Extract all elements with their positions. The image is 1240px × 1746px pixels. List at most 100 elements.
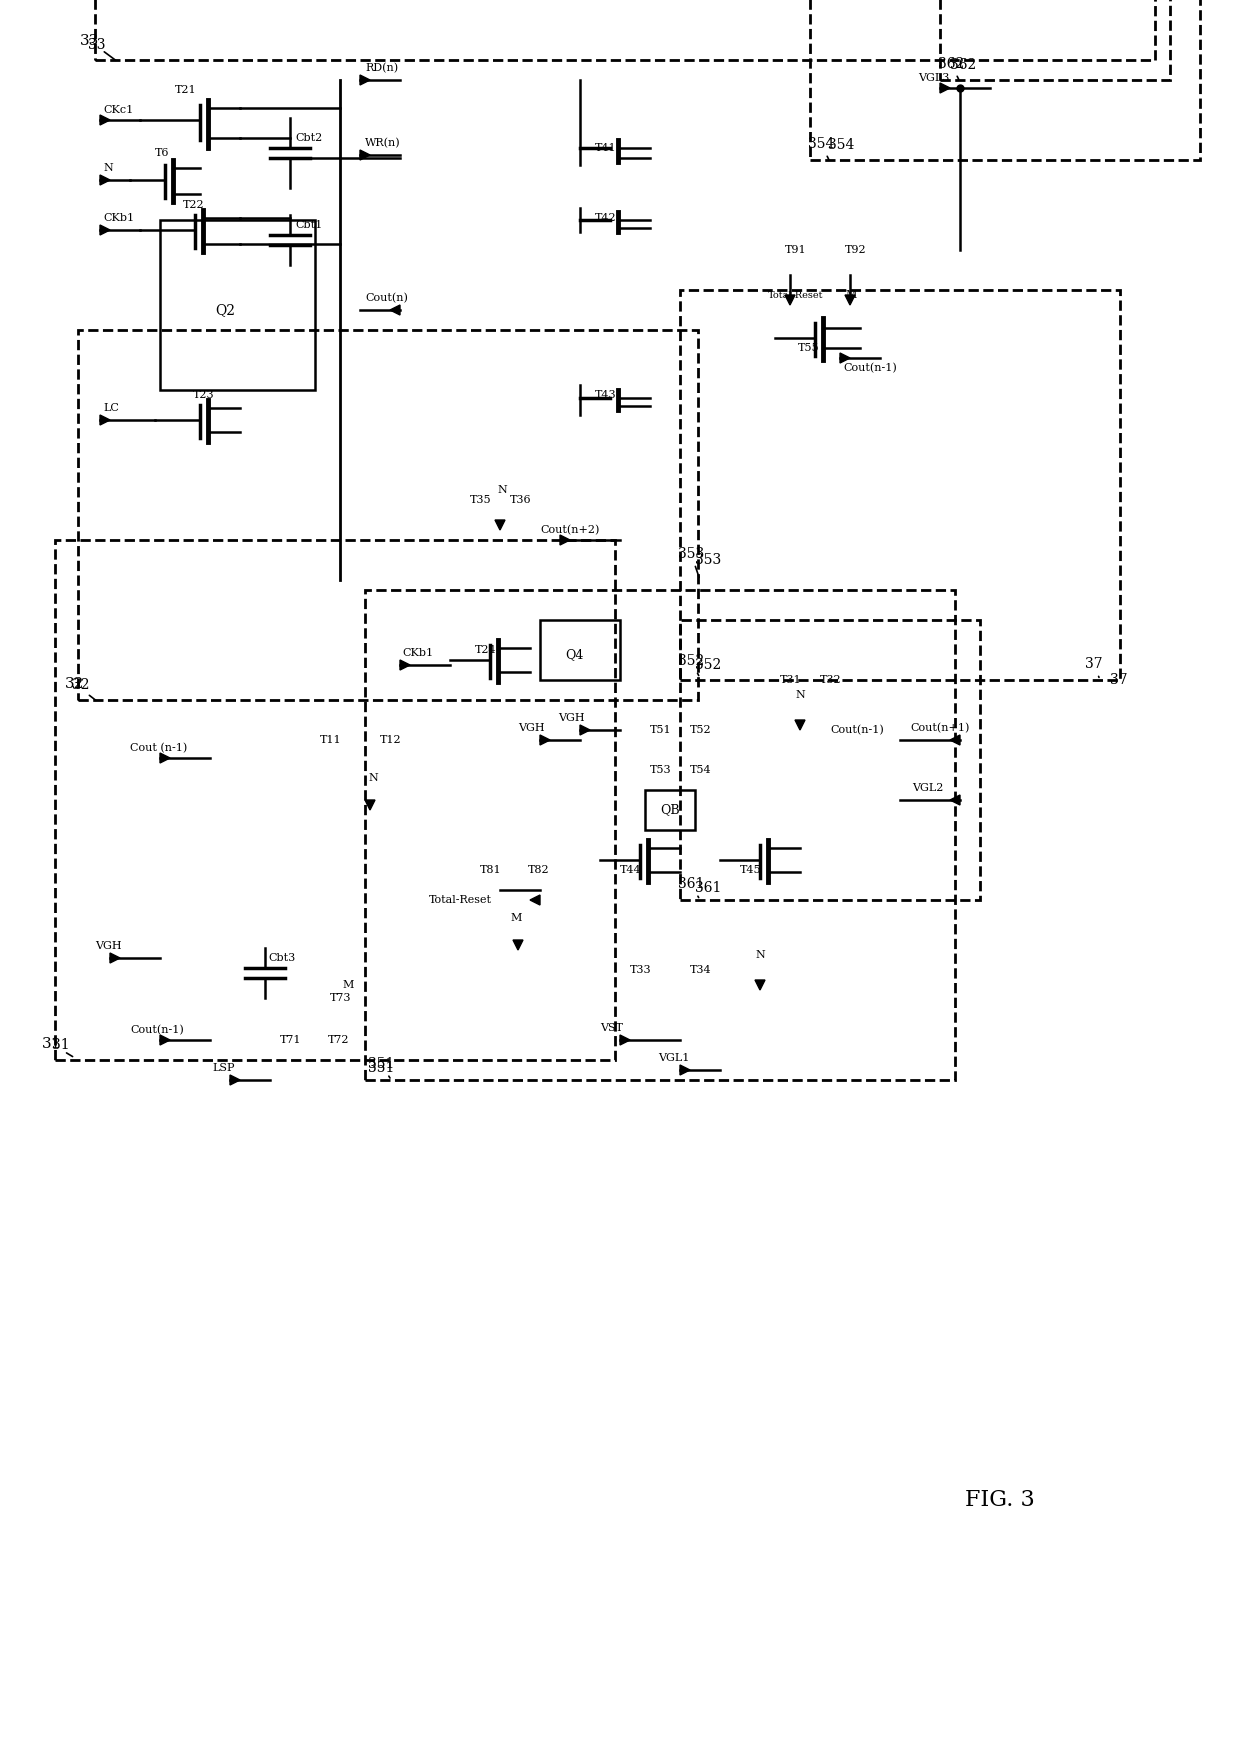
Polygon shape: [495, 520, 505, 531]
Text: 37: 37: [1110, 672, 1127, 686]
Text: Cout(n-1): Cout(n-1): [830, 725, 884, 735]
Text: T43: T43: [595, 389, 616, 400]
Text: T22: T22: [184, 201, 205, 210]
Text: 32: 32: [64, 677, 95, 700]
Bar: [680, 620, 980, 899]
Polygon shape: [580, 725, 590, 735]
Text: 33: 33: [88, 38, 105, 52]
Text: VGL1: VGL1: [658, 1053, 689, 1063]
Text: T21: T21: [175, 86, 197, 94]
Text: CKb1: CKb1: [103, 213, 134, 223]
Text: RD(n): RD(n): [365, 63, 398, 73]
Text: N: N: [103, 162, 113, 173]
Bar: [810, 0, 1200, 161]
Text: VGH: VGH: [95, 941, 122, 952]
Text: T6: T6: [155, 148, 170, 157]
Text: T51: T51: [650, 725, 672, 735]
Text: T31: T31: [780, 676, 801, 684]
Text: T55: T55: [799, 342, 820, 353]
Text: Cbt1: Cbt1: [295, 220, 322, 230]
Polygon shape: [620, 1035, 630, 1046]
Text: 354: 354: [808, 136, 835, 159]
Text: 361: 361: [678, 876, 704, 897]
Polygon shape: [539, 735, 551, 746]
Text: Cout(n-1): Cout(n-1): [843, 363, 897, 374]
Text: LC: LC: [103, 403, 119, 414]
Polygon shape: [755, 980, 765, 990]
Text: T41: T41: [595, 143, 616, 154]
Text: 353: 353: [678, 546, 704, 578]
Text: Total-Reset: Total-Reset: [429, 896, 492, 904]
Text: Q2: Q2: [215, 304, 236, 318]
Text: M: M: [510, 913, 521, 924]
Text: Cbt2: Cbt2: [295, 133, 322, 143]
Text: VGL3: VGL3: [918, 73, 950, 84]
Text: LSP: LSP: [212, 1063, 234, 1074]
Polygon shape: [100, 115, 110, 126]
Polygon shape: [360, 150, 370, 161]
Bar: [55, 540, 615, 1060]
Text: M: M: [844, 290, 857, 300]
Polygon shape: [680, 1065, 689, 1076]
Text: CKc1: CKc1: [103, 105, 133, 115]
Bar: [160, 220, 315, 389]
Text: 33: 33: [81, 33, 115, 61]
Bar: [539, 620, 620, 679]
Polygon shape: [160, 753, 170, 763]
Text: T71: T71: [280, 1035, 301, 1046]
Text: 351: 351: [368, 1062, 394, 1076]
Text: Cout(n+2): Cout(n+2): [539, 526, 599, 536]
Polygon shape: [160, 1035, 170, 1046]
Text: 32: 32: [72, 677, 89, 691]
Text: Cout(n+1): Cout(n+1): [910, 723, 970, 733]
Text: 353: 353: [694, 553, 722, 567]
Text: 361: 361: [694, 882, 722, 896]
Text: VST: VST: [600, 1023, 622, 1034]
Text: T81: T81: [480, 864, 502, 875]
Polygon shape: [795, 719, 805, 730]
Text: T34: T34: [689, 966, 712, 974]
Polygon shape: [110, 953, 120, 964]
Text: 37: 37: [1085, 656, 1102, 677]
Text: T92: T92: [844, 244, 867, 255]
Bar: [95, 0, 1154, 59]
Text: 31: 31: [52, 1039, 69, 1053]
Polygon shape: [844, 295, 856, 306]
Text: CKb1: CKb1: [402, 648, 433, 658]
Text: T32: T32: [820, 676, 842, 684]
Text: 31: 31: [42, 1037, 73, 1056]
Bar: [365, 590, 955, 1081]
Text: Cout(n): Cout(n): [365, 293, 408, 304]
Text: T53: T53: [650, 765, 672, 775]
Text: Cout(n-1): Cout(n-1): [130, 1025, 184, 1035]
Polygon shape: [529, 896, 539, 904]
Text: T52: T52: [689, 725, 712, 735]
Text: N: N: [795, 690, 805, 700]
Text: VGL2: VGL2: [911, 782, 944, 793]
Text: T33: T33: [630, 966, 652, 974]
Bar: [680, 290, 1120, 679]
Polygon shape: [839, 353, 849, 363]
Text: T45: T45: [740, 864, 761, 875]
Text: T11: T11: [320, 735, 342, 746]
Polygon shape: [391, 306, 401, 314]
Polygon shape: [365, 800, 374, 810]
Text: T44: T44: [620, 864, 641, 875]
Polygon shape: [100, 416, 110, 424]
Text: N: N: [368, 773, 378, 782]
Text: 352: 352: [678, 655, 704, 676]
Text: T54: T54: [689, 765, 712, 775]
Text: 354: 354: [828, 138, 854, 152]
Bar: [645, 789, 694, 829]
Text: 362: 362: [950, 58, 976, 72]
Text: T91: T91: [785, 244, 807, 255]
Text: M: M: [342, 980, 353, 990]
Text: 362: 362: [937, 58, 965, 80]
Text: T12: T12: [379, 735, 402, 746]
Text: VGH: VGH: [518, 723, 544, 733]
Bar: [940, 0, 1171, 80]
Polygon shape: [360, 75, 370, 86]
Polygon shape: [100, 225, 110, 236]
Text: T24: T24: [475, 644, 497, 655]
Polygon shape: [229, 1076, 241, 1084]
